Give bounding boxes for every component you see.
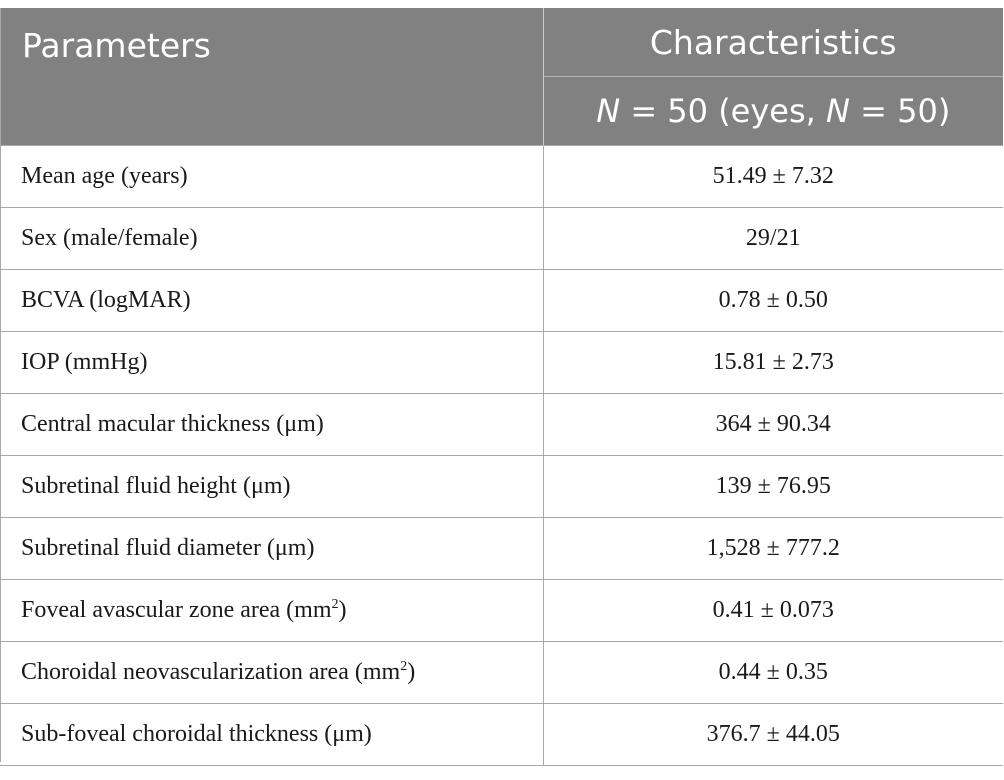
row-value: 0.41 ± 0.073 (543, 579, 1003, 642)
table-header: Parameters Characteristics N = 50 (eyes,… (0, 8, 1003, 146)
table-row: Sex (male/female) 29/21 (0, 207, 1003, 270)
row-value: 139 ± 76.95 (543, 455, 1003, 518)
row-value: 15.81 ± 2.73 (543, 331, 1003, 394)
row-label: Subretinal fluid diameter (μm) (0, 517, 544, 580)
table-row: Central macular thickness (μm) 364 ± 90.… (0, 393, 1003, 456)
n-symbol: N (826, 92, 850, 130)
table-body: Mean age (years) 51.49 ± 7.32 Sex (male/… (0, 145, 1003, 766)
row-label: Foveal avascular zone area (mm2) (0, 579, 544, 642)
row-value: 29/21 (543, 207, 1003, 270)
table-row: Choroidal neovascularization area (mm2) … (0, 641, 1003, 704)
row-value: 1,528 ± 777.2 (543, 517, 1003, 580)
row-label-end: ) (407, 659, 416, 685)
row-value: 364 ± 90.34 (543, 393, 1003, 456)
table-row: Sub-foveal choroidal thickness (μm) 376.… (0, 703, 1003, 766)
row-label-text: Choroidal neovascularization area (mm (21, 659, 401, 685)
row-label: IOP (mmHg) (0, 331, 544, 394)
row-label: Central macular thickness (μm) (0, 393, 544, 456)
n-text: = 50) (849, 92, 951, 130)
table-row: Subretinal fluid diameter (μm) 1,528 ± 7… (0, 517, 1003, 580)
data-table: Parameters Characteristics N = 50 (eyes,… (0, 8, 1003, 766)
row-label: Choroidal neovascularization area (mm2) (0, 641, 544, 704)
header-sample-size: N = 50 (eyes, N = 50) (543, 76, 1003, 146)
row-value: 51.49 ± 7.32 (543, 145, 1003, 208)
row-label-text: Foveal avascular zone area (mm (21, 597, 332, 623)
superscript: 2 (331, 597, 339, 612)
table-row: Mean age (years) 51.49 ± 7.32 (0, 145, 1003, 208)
row-label: Subretinal fluid height (μm) (0, 455, 544, 518)
table-row: IOP (mmHg) 15.81 ± 2.73 (0, 331, 1003, 394)
characteristics-table: Parameters Characteristics N = 50 (eyes,… (0, 8, 1003, 766)
row-value: 376.7 ± 44.05 (543, 703, 1003, 766)
row-label: Sex (male/female) (0, 207, 544, 270)
header-parameters: Parameters (0, 8, 544, 146)
table-row: BCVA (logMAR) 0.78 ± 0.50 (0, 269, 1003, 332)
n-text: = 50 (eyes, (620, 92, 826, 130)
n-symbol: N (596, 92, 621, 130)
table-row: Subretinal fluid height (μm) 139 ± 76.95 (0, 455, 1003, 518)
row-label: BCVA (logMAR) (0, 269, 544, 332)
header-characteristics: Characteristics (543, 8, 1003, 77)
superscript: 2 (400, 659, 408, 674)
row-value: 0.78 ± 0.50 (543, 269, 1003, 332)
row-label: Mean age (years) (0, 145, 544, 208)
row-label: Sub-foveal choroidal thickness (μm) (0, 703, 544, 766)
row-value: 0.44 ± 0.35 (543, 641, 1003, 704)
row-label-end: ) (338, 597, 347, 623)
table-row: Foveal avascular zone area (mm2) 0.41 ± … (0, 579, 1003, 642)
